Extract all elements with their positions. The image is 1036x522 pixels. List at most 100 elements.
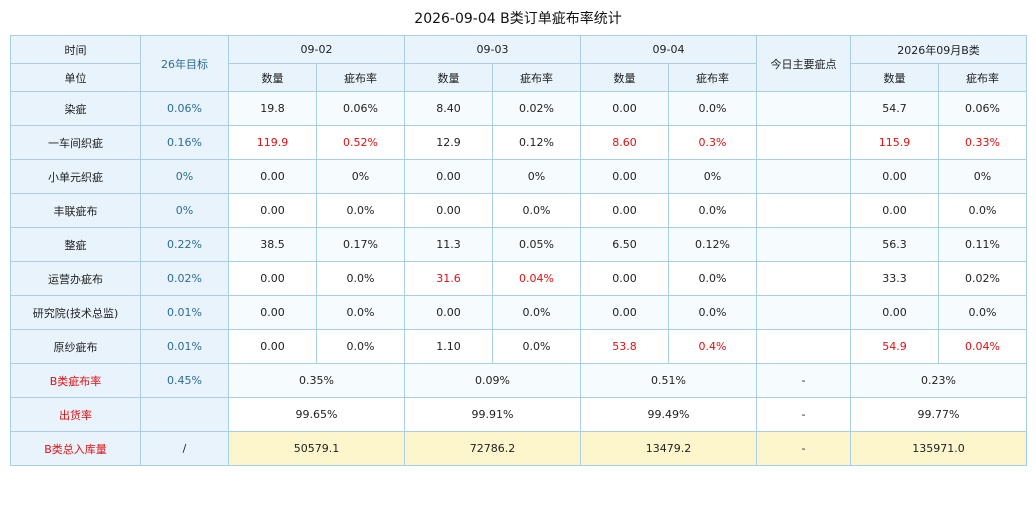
rate-cell: 0.0%	[492, 193, 581, 228]
rate-cell: 0.52%	[316, 125, 405, 160]
key-defect-cell	[756, 261, 851, 296]
qty-cell: 0.00	[228, 295, 317, 330]
day-inbound-cell: 13479.2	[580, 431, 757, 466]
row-label: 丰联疵布	[10, 193, 141, 228]
qty-cell: 0.00	[228, 261, 317, 296]
key-defect-cell	[756, 227, 851, 262]
key-defect-cell	[756, 91, 851, 126]
table-row: 一车间织疵 0.16% 119.9 0.52% 12.9 0.12% 8.60 0.3% 115…	[10, 125, 1028, 160]
day-rate-cell: 99.65%	[228, 397, 405, 432]
rate-header: 疵布率	[316, 63, 405, 92]
rate-cell: 0.0%	[492, 295, 581, 330]
summary-row-ship-rate: 出货率 99.65% 99.91% 99.49% - 99.77%	[10, 397, 1028, 432]
rate-cell: 0.0%	[668, 261, 757, 296]
row-label: 整疵	[10, 227, 141, 262]
target-header: 26年目标	[140, 35, 229, 92]
date-header-1: 09-02	[228, 35, 405, 64]
row-label: 小单元织疵	[10, 159, 141, 194]
month-qty-cell: 0.00	[850, 193, 939, 228]
month-qty-cell: 0.00	[850, 159, 939, 194]
unit-header: 单位	[10, 63, 141, 92]
day-inbound-cell: 50579.1	[228, 431, 405, 466]
row-label: 研究院(技术总监)	[10, 295, 141, 330]
row-label: 原纱疵布	[10, 329, 141, 364]
day-rate-cell: 0.51%	[580, 363, 757, 398]
rate-cell: 0.0%	[316, 193, 405, 228]
date-header-3: 09-04	[580, 35, 757, 64]
table-row: 研究院(技术总监) 0.01% 0.00 0.0% 0.00 0.0% 0.00 0.0% 0.…	[10, 295, 1028, 330]
month-rate-cell: 0%	[937, 159, 1028, 194]
month-rate-cell: 99.77%	[849, 397, 1028, 432]
target-cell: 0.45%	[140, 363, 229, 398]
target-cell: 0%	[140, 159, 229, 194]
target-cell: 0.16%	[140, 125, 229, 160]
summary-row-inbound: B类总入库量 / 50579.1 72786.2 13479.2 - 13597…	[10, 431, 1028, 466]
qty-cell: 0.00	[404, 193, 493, 228]
rate-cell: 0%	[316, 159, 405, 194]
rate-cell: 0.06%	[316, 91, 405, 126]
month-rate-cell: 0.11%	[937, 227, 1028, 262]
month-qty-cell: 54.9	[850, 329, 939, 364]
page-title: 2026-09-04 B类订单疵布率统计	[414, 11, 622, 27]
target-cell: 0.01%	[140, 295, 229, 330]
qty-cell: 0.00	[404, 159, 493, 194]
rate-cell: 0.0%	[316, 295, 405, 330]
qty-cell: 53.8	[580, 329, 669, 364]
rate-cell: 0.0%	[316, 261, 405, 296]
month-rate-cell: 0.0%	[937, 193, 1028, 228]
rate-cell: 0.02%	[492, 91, 581, 126]
rate-cell: 0.0%	[492, 329, 581, 364]
table-row: 整疵 0.22% 38.5 0.17% 11.3 0.05% 6.50 0.12% 56.3 0.…	[10, 227, 1028, 262]
rate-cell: 0.05%	[492, 227, 581, 262]
qty-cell: 11.3	[404, 227, 493, 262]
rate-cell: 0.12%	[668, 227, 757, 262]
rate-cell: 0.04%	[492, 261, 581, 296]
date-header-2: 09-03	[404, 35, 581, 64]
month-rate-cell: 0.33%	[937, 125, 1028, 160]
key-defect-header: 今日主要疵点	[756, 35, 851, 92]
qty-cell: 12.9	[404, 125, 493, 160]
key-defect-cell: -	[756, 363, 851, 398]
summary-row-defect-rate: B类疵布率 0.45% 0.35% 0.09% 0.51% - 0.23%	[10, 363, 1028, 398]
table-row: 原纱疵布 0.01% 0.00 0.0% 1.10 0.0% 53.8 0.4% 54.9 0.0…	[10, 329, 1028, 364]
header-row-time: 时间 26年目标 09-02 09-03 09-04 今日主要疵点 2026年0…	[10, 35, 1028, 92]
qty-cell: 0.00	[404, 295, 493, 330]
table-row: 运营办疵布 0.02% 0.00 0.0% 31.6 0.04% 0.00 0.0% 33.3 0…	[10, 261, 1028, 296]
target-cell: /	[140, 431, 229, 466]
qty-cell: 0.00	[580, 159, 669, 194]
row-label: B类总入库量	[10, 431, 141, 466]
rate-cell: 0.4%	[668, 329, 757, 364]
month-rate-cell: 0.0%	[937, 295, 1028, 330]
day-inbound-cell: 72786.2	[404, 431, 581, 466]
qty-header: 数量	[404, 63, 493, 92]
month-qty-cell: 33.3	[850, 261, 939, 296]
day-rate-cell: 99.49%	[580, 397, 757, 432]
rate-cell: 0%	[668, 159, 757, 194]
rate-cell: 0.17%	[316, 227, 405, 262]
data-rows: 染疵 0.06% 19.8 0.06% 8.40 0.02% 0.00 0.0% 54.7 0.0…	[10, 91, 1028, 364]
time-header: 时间	[10, 35, 141, 64]
target-cell: 0.02%	[140, 261, 229, 296]
month-rate-cell: 0.04%	[937, 329, 1028, 364]
qty-cell: 0.00	[580, 193, 669, 228]
key-defect-cell: -	[756, 431, 851, 466]
qty-header: 数量	[228, 63, 317, 92]
qty-cell: 0.00	[228, 159, 317, 194]
key-defect-cell	[756, 193, 851, 228]
qty-cell: 0.00	[580, 261, 669, 296]
target-cell: 0.22%	[140, 227, 229, 262]
qty-cell: 0.00	[228, 193, 317, 228]
rate-cell: 0%	[492, 159, 581, 194]
month-header: 2026年09月B类	[849, 35, 1028, 64]
key-defect-cell: -	[756, 397, 851, 432]
qty-cell: 1.10	[404, 329, 493, 364]
day-rate-cell: 99.91%	[404, 397, 581, 432]
month-qty-cell: 56.3	[850, 227, 939, 262]
qty-cell: 8.40	[404, 91, 493, 126]
month-qty-cell: 0.00	[850, 295, 939, 330]
key-defect-cell	[756, 295, 851, 330]
qty-cell: 119.9	[228, 125, 317, 160]
month-rate-cell: 0.06%	[937, 91, 1028, 126]
qty-cell: 0.00	[580, 295, 669, 330]
header-row-unit: 单位 数量 疵布率 数量 疵布率 数量 疵布率 数量 疵布率	[10, 63, 1028, 92]
